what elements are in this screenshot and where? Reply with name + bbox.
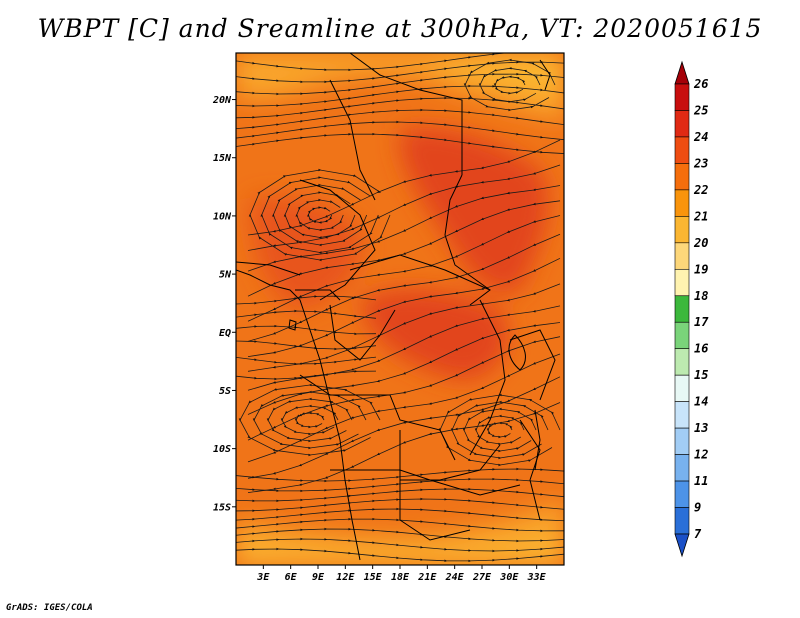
country-borders — [236, 53, 556, 561]
colorbar-swatch — [674, 216, 690, 244]
colorbar-swatch — [674, 401, 690, 429]
streamline — [236, 309, 377, 319]
border-chad-sudan — [444, 174, 491, 291]
colorbar-label: 24 — [693, 130, 708, 144]
border-drc-east — [469, 299, 506, 456]
border-tanzania — [509, 329, 556, 401]
border-libya-chad — [349, 53, 463, 175]
colorbar-label: 20 — [693, 236, 708, 250]
colorbar-label: 14 — [694, 395, 708, 409]
border-malawi — [534, 409, 541, 471]
border-car — [349, 254, 491, 306]
colorbar-label: 13 — [694, 421, 708, 435]
colorbar-label: 11 — [694, 474, 708, 488]
streamline — [236, 324, 377, 336]
border-cameroon-south — [295, 289, 341, 301]
border-island — [288, 319, 297, 331]
y-tick-label: 15N — [213, 153, 232, 164]
coastline-gulf — [236, 261, 301, 276]
grads-credit: GrADS: IGES/COLA — [6, 603, 93, 613]
streamline — [463, 58, 556, 112]
streamline — [236, 547, 564, 563]
colorbar-label: 19 — [694, 262, 708, 276]
x-tick-label: 30E — [499, 572, 519, 583]
colorbar-label: 22 — [693, 183, 708, 197]
colorbar-swatch — [674, 374, 690, 402]
y-axis: 20N 15N 10N 5N EQ 5S 10S 15S — [212, 95, 236, 513]
x-tick-label: 33E — [527, 572, 547, 583]
streamline — [236, 370, 377, 381]
x-tick-label: 3E — [256, 572, 270, 583]
border-zambia — [399, 430, 501, 481]
streamline — [236, 507, 564, 522]
colorbar-label: 26 — [693, 77, 708, 91]
x-tick-label: 6E — [285, 572, 298, 583]
streamline — [236, 356, 377, 366]
colorbar-label: 15 — [694, 368, 708, 382]
colorbar-label: 17 — [694, 315, 709, 329]
colorbar-swatch — [674, 321, 690, 350]
colorbar: 26 25 24 23 22 21 20 19 18 17 16 15 14 13 12 11 9 7 — [674, 60, 709, 558]
border-congo-drc — [329, 304, 396, 361]
colorbar-swatch — [674, 83, 690, 111]
colorbar-swatch — [674, 189, 690, 217]
colorbar-label: 16 — [694, 342, 708, 356]
x-tick-label: 18E — [391, 572, 410, 583]
border-mozambique — [519, 419, 541, 521]
y-tick-label: 10S — [213, 444, 231, 455]
x-axis: 3E 6E 9E 12E 15E 18E 21E 24E 27E 30E 33E — [256, 565, 547, 583]
colorbar-swatch — [674, 348, 690, 376]
border-east-coast — [539, 59, 551, 91]
border-nigeria-cameroon — [299, 179, 376, 301]
y-tick-label: 5S — [219, 386, 231, 397]
colorbar-label: 25 — [693, 103, 708, 117]
colorbar-label: 7 — [694, 527, 702, 541]
colorbar-swatch — [674, 507, 690, 535]
colorbar-bottom-arrow — [674, 533, 690, 558]
colorbar-label: 23 — [693, 156, 708, 170]
colorbar-label: 21 — [693, 209, 708, 223]
x-tick-label: 21E — [417, 572, 437, 583]
x-tick-label: 27E — [472, 572, 492, 583]
streamline — [236, 294, 377, 305]
border-namibia — [330, 469, 521, 496]
y-tick-label: EQ — [219, 328, 231, 339]
border-botswana — [399, 480, 471, 541]
colorbar-swatch — [674, 454, 690, 482]
streamline — [236, 340, 377, 351]
border-angola — [299, 374, 456, 461]
y-tick-label: 20N — [212, 95, 232, 106]
colorbar-swatch — [674, 136, 690, 164]
x-tick-label: 15E — [364, 572, 383, 583]
colorbar-swatch — [674, 242, 690, 270]
colorbar-top-arrow — [674, 60, 690, 85]
colorbar-swatch — [674, 268, 690, 297]
streamlines — [236, 53, 564, 563]
coastline-west — [236, 269, 361, 561]
colorbar-label: 9 — [694, 501, 701, 515]
colorbar-swatch — [674, 110, 690, 138]
y-tick-label: 10N — [213, 211, 232, 222]
colorbar-swatch — [674, 163, 690, 191]
colorbar-label: 12 — [694, 448, 708, 462]
colorbar-label: 18 — [694, 289, 708, 303]
colorbar-swatch — [674, 480, 690, 508]
colorbar-swatch — [674, 295, 690, 323]
x-tick-label: 9E — [312, 572, 325, 583]
y-tick-label: 15S — [213, 502, 231, 513]
x-tick-label: 24E — [445, 572, 465, 583]
border-niger-chad — [329, 79, 376, 201]
chart-title: WBPT [C] and Sreamline at 300hPa, VT: 20… — [37, 14, 763, 43]
colorbar-swatch — [674, 427, 690, 455]
streamline — [236, 132, 564, 154]
y-tick-label: 5N — [219, 270, 232, 281]
x-tick-label: 12E — [336, 572, 355, 583]
border-lake — [508, 334, 526, 371]
